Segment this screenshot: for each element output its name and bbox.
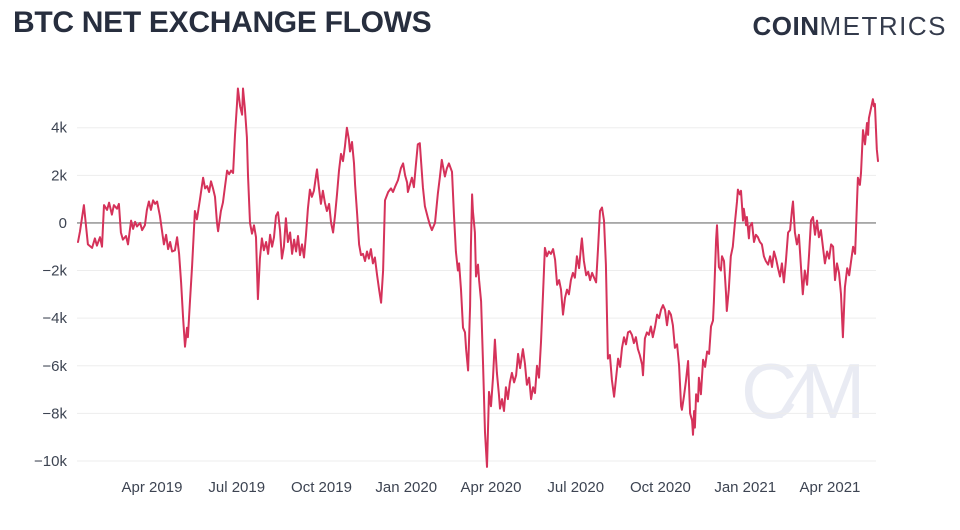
y-axis-tick-label: −2k bbox=[42, 263, 67, 280]
x-axis-tick-label: Oct 2020 bbox=[630, 479, 691, 496]
logo-coin-text: COIN bbox=[752, 11, 820, 41]
y-axis-tick-label: −6k bbox=[42, 358, 67, 375]
x-axis-tick-label: Jul 2020 bbox=[547, 479, 604, 496]
x-axis-tick-label: Jan 2020 bbox=[375, 479, 437, 496]
flow-line-series bbox=[77, 87, 879, 468]
x-axis-tick-label: Jan 2021 bbox=[714, 479, 776, 496]
x-axis-tick-label: Apr 2021 bbox=[800, 479, 861, 496]
x-axis-tick-label: Oct 2019 bbox=[291, 479, 352, 496]
y-axis-tick-label: 0 bbox=[59, 215, 67, 232]
header: BTC NET EXCHANGE FLOWS COINMETRICS bbox=[0, 0, 960, 60]
y-axis-tick-label: 2k bbox=[51, 167, 67, 184]
y-axis-tick-label: −10k bbox=[34, 453, 67, 470]
x-axis-tick-label: Jul 2019 bbox=[208, 479, 265, 496]
x-axis-tick-label: Apr 2019 bbox=[122, 479, 183, 496]
y-axis-tick-label: −8k bbox=[42, 405, 67, 422]
x-axis-tick-label: Apr 2020 bbox=[461, 479, 522, 496]
coinmetrics-watermark-icon: C∕M bbox=[741, 347, 865, 435]
logo-metrics-text: METRICS bbox=[819, 11, 947, 41]
y-axis-tick-label: −4k bbox=[42, 310, 67, 327]
page-title: BTC NET EXCHANGE FLOWS bbox=[13, 6, 432, 39]
coinmetrics-logo: COINMETRICS bbox=[753, 11, 948, 42]
y-axis-tick-label: 4k bbox=[51, 120, 67, 137]
